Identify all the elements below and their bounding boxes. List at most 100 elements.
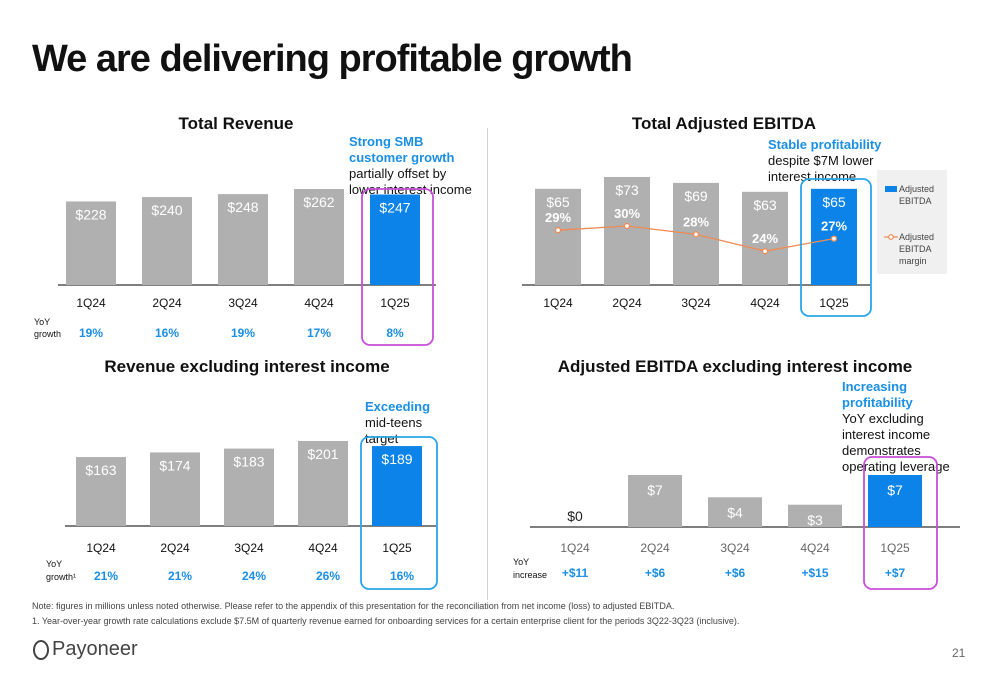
highlight-frame-1q25	[360, 436, 438, 590]
growth-value: 21%	[168, 569, 192, 583]
margin-point	[830, 235, 838, 242]
growth-row-label: YoY	[46, 559, 62, 569]
category-tick-label: 3Q24	[720, 541, 750, 555]
ebitda-ex-interest-chart: $0 1Q24 $7 2Q24 $4 3Q24 $3 4Q24 $7 1Q25	[530, 475, 960, 555]
bar-value-label: $69	[684, 188, 708, 204]
category-tick-label: 2Q24	[640, 541, 670, 555]
bar-value-label: $7	[647, 482, 663, 498]
bar-value-label: $73	[615, 182, 639, 198]
legend-bar-swatch	[885, 186, 897, 192]
category-tick-label: 2Q24	[160, 541, 190, 555]
bar-value-label: $174	[159, 457, 190, 473]
growth-value: 24%	[242, 569, 266, 583]
growth-value: +$11	[562, 566, 589, 580]
bar-value-label: $262	[303, 194, 334, 210]
bar-value-label: $183	[233, 454, 264, 470]
payoneer-logo: Payoneer	[32, 638, 138, 661]
growth-value: 19%	[231, 326, 255, 340]
bar-2q24	[150, 452, 200, 526]
growth-row-label: YoY	[34, 317, 50, 327]
category-tick-label: 1Q24	[560, 541, 590, 555]
margin-label: 28%	[683, 214, 709, 229]
callout-highlight: Strong SMB customer growth	[349, 134, 455, 165]
logo-mark-icon	[33, 639, 49, 660]
footnote-1: 1. Year-over-year growth rate calculatio…	[32, 616, 740, 626]
bar-3q24	[224, 448, 274, 526]
panel-divider	[487, 128, 488, 600]
category-tick-label: 4Q24	[750, 296, 780, 310]
logo-text: Payoneer	[52, 638, 138, 660]
bar-value-label: $7	[887, 482, 903, 498]
callout-highlight: Stable profitability	[768, 137, 882, 152]
growth-value: 26%	[316, 569, 340, 583]
growth-value: 17%	[307, 326, 331, 340]
growth-row-label: increase	[513, 570, 547, 580]
bar-2q24	[628, 475, 682, 527]
growth-value: 19%	[79, 326, 103, 340]
bar-value-label: $240	[151, 202, 182, 218]
margin-label: 30%	[614, 206, 640, 221]
category-tick-label: 1Q25	[382, 541, 412, 555]
total-revenue-title: Total Revenue	[178, 114, 294, 133]
rev-ex-interest-callout: Exceeding mid-teens target	[365, 399, 455, 447]
category-tick-label: 4Q24	[304, 296, 334, 310]
category-tick-label: 4Q24	[800, 541, 830, 555]
category-tick-label: 2Q24	[612, 296, 642, 310]
margin-label: 29%	[545, 210, 571, 225]
category-tick-label: 1Q25	[880, 541, 910, 555]
bar-value-label: $63	[753, 197, 777, 213]
category-tick-label: 4Q24	[308, 541, 338, 555]
growth-row-label: growth	[34, 329, 61, 339]
bar-1q25	[372, 446, 422, 526]
highlight-frame-1q25	[863, 456, 938, 590]
bar-3q24	[708, 497, 762, 527]
growth-value: 16%	[155, 326, 179, 340]
bar-3q24	[218, 194, 268, 285]
ebitda-legend: Adjusted EBITDA Adjusted EBITDA margin	[877, 170, 947, 274]
category-tick-label: 1Q24	[76, 296, 106, 310]
growth-value: 16%	[390, 569, 414, 583]
bar-1q25	[370, 194, 420, 285]
adj-ebitda-title: Total Adjusted EBITDA	[631, 114, 817, 133]
bar-value-label: $201	[307, 446, 338, 462]
callout-text: despite $7M lower interest income	[768, 153, 874, 184]
bar-1q24	[76, 457, 126, 526]
legend-bar-label: EBITDA	[899, 196, 932, 206]
page-number: 21	[952, 646, 966, 660]
bar-value-label: $247	[379, 199, 410, 215]
callout-highlight: Exceeding	[365, 399, 431, 414]
adj-ebitda-chart: $65 1Q24 $73 2Q24 $69 3Q24 $63 4Q24 $65 1Q25 29% 30…	[522, 177, 870, 310]
rev-ex-interest-chart: $163 1Q24 $174 2Q24 $183 3Q24 $201 4Q24 $189 1Q25	[65, 441, 436, 555]
bar-2q24	[142, 197, 192, 285]
category-tick-label: 1Q25	[819, 296, 849, 310]
category-tick-label: 3Q24	[234, 541, 264, 555]
growth-value: 21%	[94, 569, 118, 583]
category-tick-label: 3Q24	[228, 296, 258, 310]
footnote-note: Note: figures in millions unless noted o…	[32, 601, 675, 611]
legend-line-marker	[888, 234, 894, 240]
growth-value: +$6	[645, 566, 666, 580]
growth-row-label: growth¹	[46, 572, 76, 582]
legend-line-label: margin	[899, 256, 927, 266]
growth-value: +$15	[801, 566, 828, 580]
bar-4q24	[788, 504, 842, 527]
slide-title: We are delivering profitable growth	[32, 38, 633, 80]
bar-4q24	[294, 189, 344, 285]
margin-point	[761, 248, 769, 255]
bar-value-label: $228	[75, 206, 106, 222]
bar-value-label: $189	[381, 451, 412, 467]
growth-row-label: YoY	[513, 557, 529, 567]
margin-label: 27%	[821, 219, 847, 234]
legend-bar-label: Adjusted	[899, 184, 934, 194]
ebitda-ex-interest-callout: Increasing profitability YoY excluding i…	[842, 379, 962, 475]
bar-1q24	[535, 188, 581, 285]
callout-text: YoY excluding interest income demonstrat…	[842, 411, 950, 474]
legend-line-label: EBITDA	[899, 244, 932, 254]
margin-point	[623, 222, 631, 230]
bar-value-label: $65	[822, 194, 846, 210]
bar-4q24	[742, 191, 788, 285]
margin-point	[692, 231, 700, 238]
bar-value-label: $0	[567, 508, 583, 524]
bar-value-label: $3	[807, 512, 823, 528]
